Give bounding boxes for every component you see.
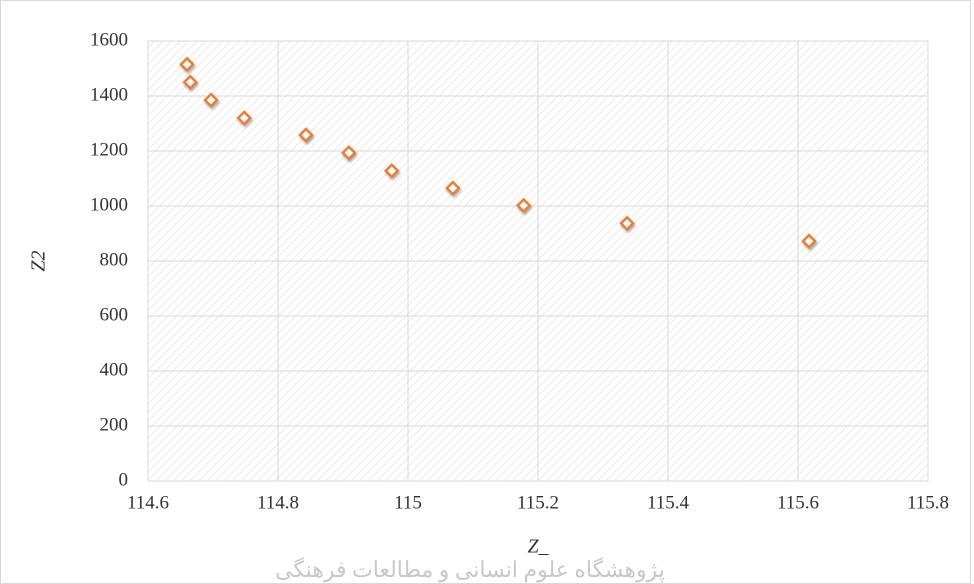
x-tick-label: 115 (394, 492, 422, 513)
y-tick-label: 0 (119, 469, 129, 490)
x-tick-label: 115.6 (777, 492, 819, 513)
page: پژوهشگاه علوم انسانی و مطالعات فرهنگی Z_… (0, 0, 974, 584)
y-tick-label: 200 (100, 414, 129, 435)
watermark: پژوهشگاه علوم انسانی و مطالعات فرهنگی (275, 557, 665, 583)
x-tick-label: 115.8 (907, 492, 949, 513)
y-tick-label: 600 (100, 304, 129, 325)
y-tick-label: 1000 (90, 194, 128, 215)
y-tick-label: 1200 (90, 139, 128, 160)
y-axis-label: Z2 (28, 250, 50, 271)
y-tick-label: 800 (100, 249, 129, 270)
x-tick-label: 114.8 (257, 492, 299, 513)
x-tick-label: 114.6 (127, 492, 169, 513)
x-axis-label: Z_ (527, 536, 549, 558)
x-tick-label: 115.2 (517, 492, 559, 513)
chart: پژوهشگاه علوم انسانی و مطالعات فرهنگی Z_… (0, 0, 974, 584)
y-tick-label: 400 (100, 359, 129, 380)
y-tick-label: 1600 (90, 29, 128, 50)
x-tick-label: 115.4 (647, 492, 690, 513)
y-tick-label: 1400 (90, 84, 128, 105)
